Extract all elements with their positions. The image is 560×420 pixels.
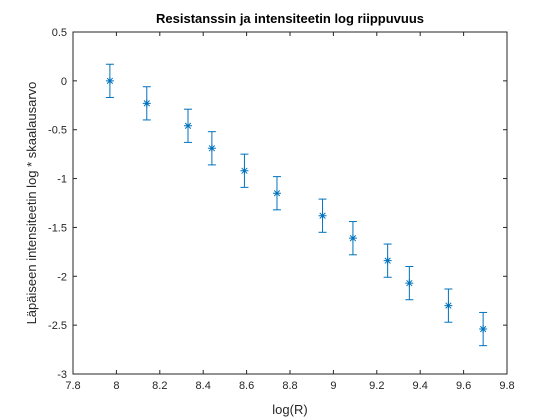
data-point <box>240 166 249 175</box>
y-tick-label: -1 <box>57 174 67 186</box>
data-point <box>184 121 193 130</box>
data-point <box>348 234 357 243</box>
x-tick-label: 8 <box>113 380 119 392</box>
x-tick-label: 8.4 <box>196 380 211 392</box>
plot-area <box>73 32 507 374</box>
x-tick-label: 9.2 <box>369 380 384 392</box>
x-tick-label: 8.2 <box>152 380 167 392</box>
x-tick-label: 9 <box>330 380 336 392</box>
data-point <box>479 325 488 334</box>
chart-title: Resistanssin ja intensiteetin log riippu… <box>156 11 424 26</box>
y-tick-label: -3 <box>57 369 67 381</box>
data-point <box>383 256 392 265</box>
y-tick-label: 0.5 <box>52 27 67 39</box>
x-axis-label: log(R) <box>272 402 307 417</box>
y-tick-label: -2.5 <box>48 320 67 332</box>
x-tick-label: 8.8 <box>282 380 297 392</box>
x-tick-label: 9.4 <box>413 380 428 392</box>
data-point <box>207 144 216 153</box>
data-point <box>105 76 114 85</box>
y-tick-label: 0 <box>61 76 67 88</box>
data-point <box>142 99 151 108</box>
x-tick-label: 8.6 <box>239 380 254 392</box>
data-markers <box>105 76 488 334</box>
x-tick-label: 9.6 <box>456 380 471 392</box>
data-point <box>318 211 327 220</box>
data-point <box>444 301 453 310</box>
data-point <box>405 279 414 288</box>
x-axis-ticks: 7.8 8 8.2 8.4 8.6 8.8 9 9.2 9.4 9.6 9.8 <box>65 32 515 392</box>
y-tick-label: -0.5 <box>48 125 67 137</box>
x-tick-label: 7.8 <box>65 380 80 392</box>
y-tick-label: -1.5 <box>48 222 67 234</box>
y-axis-label: Läpäiseen intensiteetin log * skaalausar… <box>24 82 39 325</box>
y-tick-label: -2 <box>57 271 67 283</box>
data-point <box>272 189 281 198</box>
y-axis-ticks: 0.5 0 -0.5 -1 -1.5 -2 -2.5 -3 <box>48 27 507 381</box>
x-tick-label: 9.8 <box>499 380 514 392</box>
plot-box <box>72 31 508 375</box>
